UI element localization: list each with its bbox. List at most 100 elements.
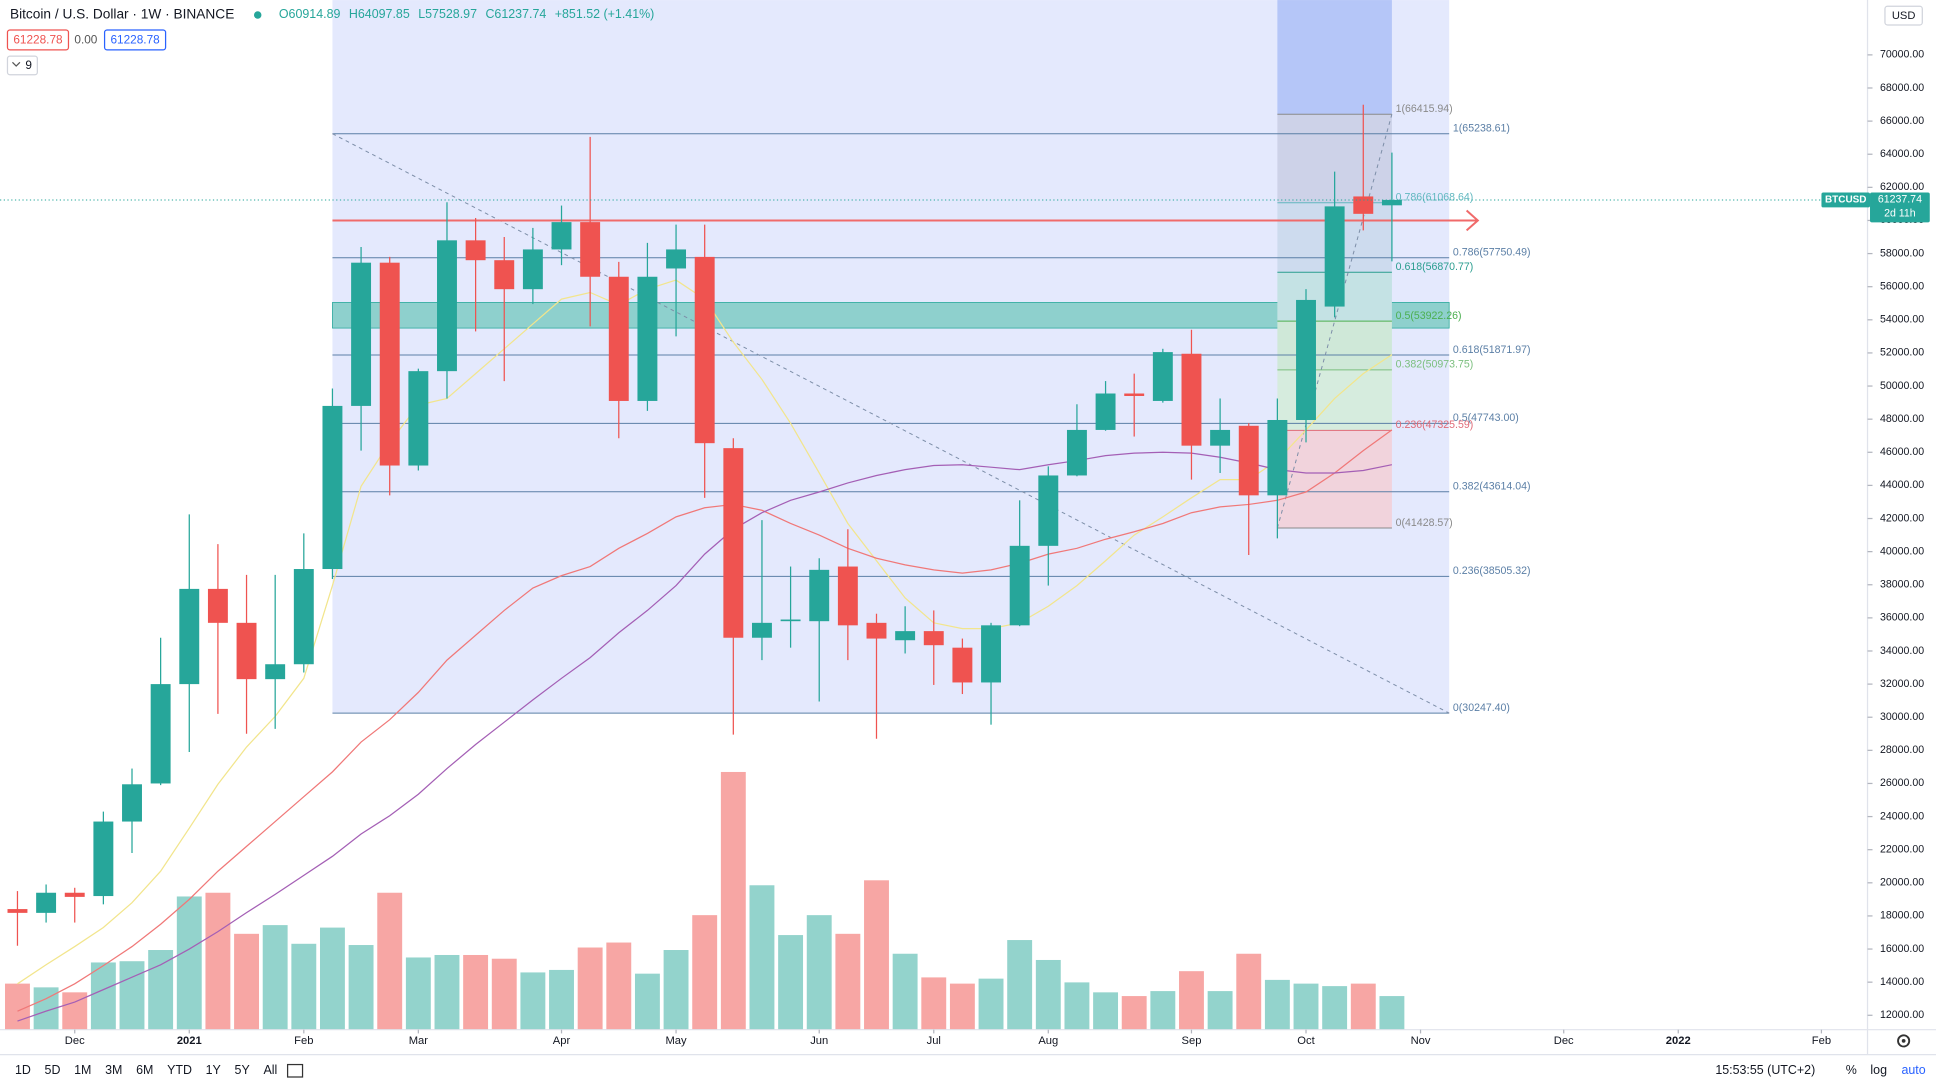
volume-bar (1350, 983, 1376, 1030)
x-tick-label: May (665, 1035, 687, 1047)
y-tick-label: 30000.00 (1880, 711, 1924, 723)
candle-body (150, 684, 171, 784)
volume-bar (5, 983, 30, 1030)
candle-body (608, 276, 629, 401)
resistance-arrow (1465, 209, 1480, 232)
volume-bar (234, 933, 259, 1030)
fib-b-band (1277, 321, 1392, 370)
gear-hub[interactable] (1901, 1039, 1906, 1043)
range-button[interactable]: 6M (136, 1063, 153, 1077)
candle-body (1210, 429, 1231, 446)
legend-change: +851.52 (+1.41%) (555, 7, 655, 21)
range-button[interactable]: 3M (105, 1063, 122, 1077)
settings-icon[interactable] (1897, 1034, 1911, 1048)
buy-button[interactable] (103, 29, 167, 51)
y-tick-label: 66000.00 (1880, 115, 1924, 127)
indicators-count[interactable]: 9 (25, 58, 32, 72)
y-tick-label: 46000.00 (1880, 446, 1924, 458)
candle-body (580, 222, 601, 277)
volume-bar (634, 973, 660, 1030)
moving-average (17, 451, 1393, 1022)
volume-bar (549, 969, 574, 1030)
fib-a-label: 0.618(51871.97) (1453, 344, 1531, 356)
y-tick-label: 22000.00 (1880, 843, 1924, 855)
volume-bar (1179, 971, 1204, 1030)
sell-button[interactable] (6, 29, 70, 51)
x-tick-label: Sep (1182, 1035, 1202, 1047)
fib-b-label: 0.618(56870.77) (1396, 261, 1474, 273)
y-tick-label: 64000.00 (1880, 148, 1924, 160)
support-zone (332, 302, 1450, 329)
log-toggle[interactable]: log (1870, 1063, 1887, 1077)
y-tick-label: 18000.00 (1880, 910, 1924, 922)
fib-b-band (1277, 430, 1392, 528)
chart-title: Bitcoin / U.S. Dollar · 1W · BINANCE (10, 7, 234, 22)
y-tick-label: 38000.00 (1880, 579, 1924, 591)
date-range-icon[interactable] (286, 1063, 304, 1078)
fib-b-band (1277, 369, 1392, 431)
volume-bar (835, 933, 861, 1030)
range-button[interactable]: 1M (74, 1063, 91, 1077)
last-price-label: 61237.74 (1878, 194, 1922, 206)
fib-b-label: 0.382(50973.75) (1396, 359, 1474, 371)
range-button[interactable]: All (263, 1063, 277, 1077)
fib-a-label: 0.786(57750.49) (1453, 247, 1531, 259)
volume-bar (1093, 992, 1119, 1030)
candle-body (1181, 353, 1202, 446)
symbol-tag (1821, 192, 1871, 208)
candle-body (866, 622, 887, 639)
volume-bar (90, 962, 116, 1030)
candle-body (36, 892, 57, 913)
bottom-toolbar: 1D 5D 1M 3M 6M YTD 1Y 5Y All (15, 1063, 277, 1077)
candle-body (751, 622, 772, 638)
range-button[interactable]: 5Y (235, 1063, 251, 1077)
currency-button[interactable] (1884, 5, 1923, 26)
y-tick-label: 50000.00 (1880, 380, 1924, 392)
volume-bar (921, 977, 947, 1030)
volume-bar (1236, 953, 1262, 1030)
gear[interactable] (1897, 1034, 1911, 1048)
candle-body (809, 569, 830, 622)
candle-body (952, 647, 973, 683)
candle-body (1324, 206, 1345, 307)
volume-bar (864, 880, 889, 1030)
symbol-tag-label: BTCUSD (1825, 195, 1866, 206)
currency[interactable]: USD (1892, 10, 1916, 22)
ohlc-legend: O60914.89 H64097.85 L57528.97 C61237.74 … (279, 7, 654, 21)
x-tick-label: Jun (810, 1035, 828, 1047)
candle-body (379, 262, 400, 466)
volume-bar (978, 978, 1004, 1030)
y-tick-label: 40000.00 (1880, 545, 1924, 557)
candle-body (1095, 393, 1116, 430)
volume-bar (319, 927, 345, 1030)
fib-a-trend (332, 133, 1450, 714)
candle-body (322, 405, 343, 570)
candle-body (437, 240, 457, 372)
candle-body (981, 625, 1001, 683)
x-tick-label: Oct (1297, 1035, 1315, 1047)
candle-body (1152, 352, 1173, 401)
fib-b-label: 0(41428.57) (1396, 517, 1453, 529)
range-button[interactable]: 5D (45, 1063, 61, 1077)
volume-bar (491, 958, 517, 1030)
indicators-toggle[interactable] (6, 55, 38, 76)
candle-body (1009, 545, 1030, 626)
sell-price[interactable]: 61228.78 (13, 33, 63, 47)
candle-body (93, 821, 114, 897)
percent-toggle[interactable]: % (1846, 1063, 1857, 1077)
range-button[interactable]: YTD (167, 1063, 192, 1077)
fib-b-label: 0.786(61068.64) (1396, 192, 1474, 204)
range-button[interactable]: 1Y (206, 1063, 222, 1077)
countdown-label: 2d 11h (1884, 207, 1916, 219)
candle-body (1066, 429, 1087, 476)
candle-body (179, 588, 200, 685)
auto-toggle[interactable]: auto (1901, 1063, 1925, 1077)
candle-body (522, 249, 543, 290)
range-button[interactable]: 1D (15, 1063, 31, 1077)
x-tick-label: Aug (1038, 1035, 1058, 1047)
volume-bar (205, 892, 231, 1030)
y-tick-label: 62000.00 (1880, 181, 1924, 193)
buy-price[interactable]: 61228.78 (110, 33, 160, 47)
x-tick-label: Mar (409, 1035, 429, 1047)
